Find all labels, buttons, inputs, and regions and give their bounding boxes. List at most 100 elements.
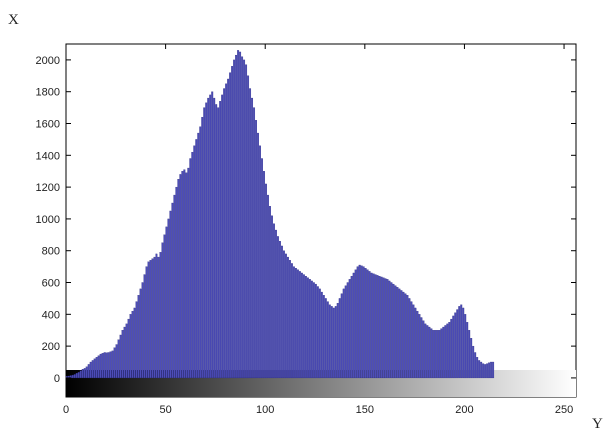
- histogram-bar: [171, 202, 174, 379]
- y-tick-label: 2000: [36, 55, 60, 67]
- y-tick-label: 1600: [36, 119, 60, 131]
- histogram-bar: [442, 326, 445, 379]
- histogram-bar: [105, 352, 108, 379]
- histogram-bar: [255, 120, 257, 379]
- histogram-bar: [460, 304, 463, 379]
- histogram-bar: [113, 347, 116, 379]
- histogram-bar: [153, 256, 156, 379]
- histogram-bar: [386, 279, 389, 379]
- x-tick-label: 100: [256, 404, 274, 416]
- histogram-bar: [356, 266, 359, 379]
- histogram-bar: [251, 97, 254, 379]
- histogram-bar: [394, 285, 397, 379]
- histogram-bar: [444, 325, 447, 379]
- histogram-bar: [95, 357, 98, 379]
- histogram-bar: [324, 298, 327, 379]
- histogram-bar: [179, 174, 182, 379]
- histogram-bar: [468, 330, 471, 379]
- histogram-bar: [438, 330, 441, 379]
- histogram-bar: [241, 56, 244, 379]
- histogram-bar: [292, 266, 295, 379]
- histogram-bar: [273, 223, 275, 379]
- histogram-bar: [412, 304, 415, 379]
- histogram-bar: [376, 275, 379, 379]
- histogram-bar: [456, 309, 459, 379]
- histogram-bar: [223, 88, 226, 379]
- histogram-bar: [486, 363, 489, 379]
- histogram-bar: [115, 344, 118, 379]
- histogram-bar: [304, 275, 307, 379]
- histogram-bar: [312, 282, 315, 379]
- histogram-bar: [424, 323, 427, 379]
- histogram-bar: [227, 78, 230, 379]
- histogram-bar: [306, 277, 309, 379]
- histogram-bar: [247, 75, 250, 379]
- histogram-bar: [243, 59, 246, 379]
- histogram-bar: [119, 334, 122, 379]
- histogram-bar: [195, 139, 198, 379]
- histogram-bar: [71, 374, 74, 379]
- histogram-bar: [163, 234, 166, 379]
- histogram-bar: [275, 229, 277, 379]
- histogram-bar: [175, 186, 178, 379]
- histogram-bar: [211, 91, 214, 379]
- histogram-bar: [193, 145, 196, 379]
- histogram-bar: [165, 226, 168, 379]
- histogram-bar: [288, 260, 291, 379]
- histogram-bar: [298, 271, 301, 379]
- histogram-bar: [414, 307, 417, 379]
- histogram-bar: [237, 50, 240, 379]
- histogram-bar: [420, 317, 423, 379]
- histogram-bar: [408, 298, 411, 379]
- histogram-bar: [294, 268, 297, 379]
- histogram-bar: [201, 116, 204, 379]
- histogram-bar: [235, 54, 238, 379]
- histogram-bar: [284, 253, 287, 379]
- histogram-bar: [221, 94, 224, 379]
- y-tick-label: 1400: [36, 150, 60, 162]
- histogram-bar: [277, 236, 279, 379]
- histogram-bar: [131, 310, 134, 379]
- histogram-bar: [81, 369, 84, 379]
- histogram-bar: [470, 338, 473, 379]
- histogram-bar: [318, 288, 321, 379]
- y-tick-label: 1200: [36, 182, 60, 194]
- histogram-bar: [434, 330, 437, 379]
- histogram-bar: [259, 145, 261, 379]
- histogram-bar: [338, 298, 341, 379]
- histogram-bar: [352, 272, 355, 379]
- histogram-bar: [446, 323, 449, 379]
- histogram-bar: [261, 158, 263, 379]
- histogram-bar: [450, 318, 453, 379]
- histogram-bar: [378, 275, 381, 379]
- histogram-bar: [476, 357, 479, 379]
- histogram-bar: [334, 306, 337, 379]
- histogram-bar: [87, 364, 90, 379]
- histogram-bar: [75, 372, 78, 379]
- histogram-bar: [281, 245, 283, 379]
- y-axis-label: X: [8, 12, 19, 28]
- histogram-bar: [257, 132, 259, 379]
- histogram-bar: [245, 64, 248, 379]
- histogram-bar: [404, 293, 407, 379]
- histogram-bar: [279, 241, 281, 379]
- histogram-bar: [125, 323, 128, 379]
- histogram-bar: [314, 283, 317, 379]
- histogram-bar: [185, 172, 188, 379]
- histogram-bar: [330, 306, 333, 379]
- histogram-bar: [426, 325, 429, 379]
- y-tick-label: 1000: [36, 214, 60, 226]
- histogram-bar: [430, 328, 433, 379]
- histogram-bar: [151, 258, 154, 379]
- histogram-bar: [187, 167, 190, 379]
- histogram-bar: [143, 274, 146, 379]
- histogram-bar: [141, 282, 144, 379]
- histogram-bar: [432, 330, 435, 379]
- histogram-bar: [478, 360, 481, 379]
- y-tick-label: 0: [54, 373, 60, 385]
- histogram-bar: [97, 355, 100, 379]
- histogram-bar: [402, 291, 405, 379]
- histogram-bar: [169, 210, 172, 379]
- histogram-bar: [374, 274, 377, 379]
- histogram-bar: [121, 330, 124, 379]
